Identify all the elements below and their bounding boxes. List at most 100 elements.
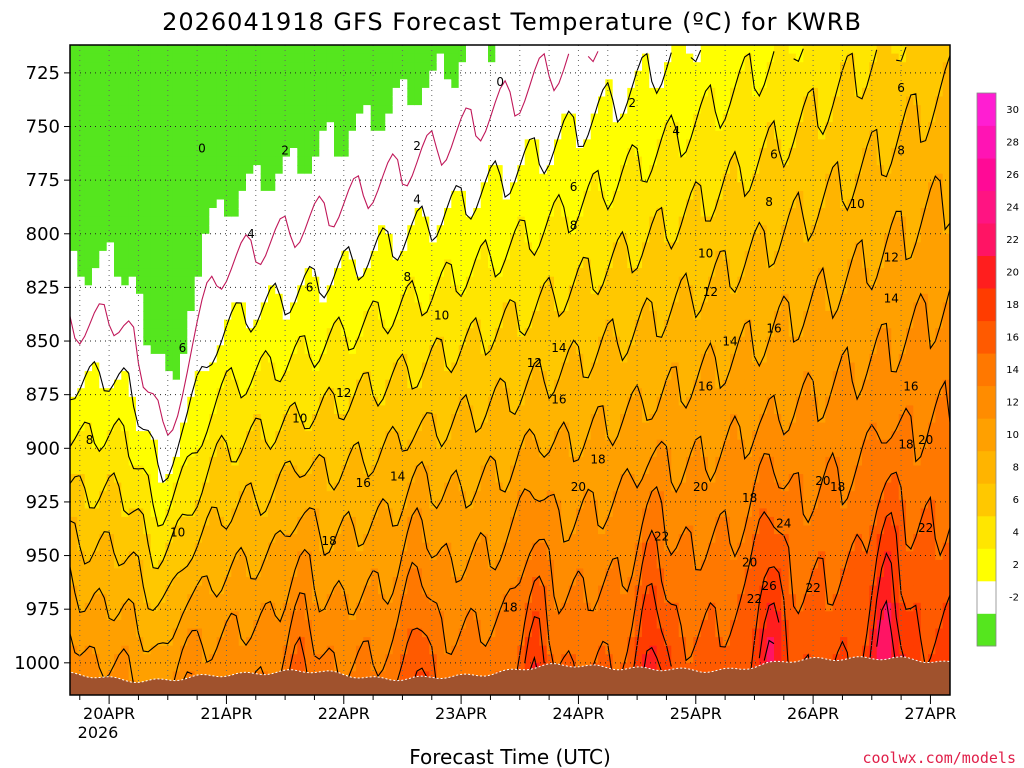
field-cell bbox=[451, 628, 460, 638]
field-cell bbox=[502, 285, 511, 295]
field-cell bbox=[458, 242, 467, 252]
field-cell bbox=[114, 87, 122, 98]
field-cell bbox=[260, 345, 269, 355]
field-cell bbox=[246, 173, 254, 183]
field-cell bbox=[319, 165, 328, 175]
field-cell bbox=[326, 250, 335, 261]
field-cell bbox=[356, 105, 364, 115]
field-cell bbox=[385, 585, 394, 595]
field-cell bbox=[150, 199, 159, 209]
field-cell bbox=[473, 353, 482, 364]
field-cell bbox=[209, 525, 218, 535]
field-cell bbox=[77, 62, 86, 72]
field-cell bbox=[429, 113, 438, 123]
field-cell bbox=[77, 156, 86, 166]
field-cell bbox=[546, 285, 555, 295]
field-cell bbox=[246, 491, 254, 501]
field-cell bbox=[473, 559, 482, 570]
field-cell bbox=[180, 405, 188, 415]
field-cell bbox=[524, 645, 533, 655]
field-cell bbox=[444, 182, 452, 192]
field-cell bbox=[150, 414, 159, 424]
field-cell bbox=[275, 233, 284, 243]
field-cell bbox=[128, 285, 137, 295]
field-cell bbox=[143, 353, 152, 364]
field-cell bbox=[488, 113, 496, 123]
field-cell bbox=[253, 259, 262, 269]
field-cell bbox=[392, 456, 401, 467]
field-cell bbox=[480, 285, 489, 295]
field-cell bbox=[216, 619, 225, 630]
field-cell bbox=[128, 225, 137, 235]
field-cell bbox=[150, 70, 159, 80]
field-cell bbox=[84, 190, 93, 201]
field-cell bbox=[363, 302, 372, 312]
field-cell bbox=[495, 259, 504, 269]
field-cell bbox=[334, 302, 342, 312]
field-cell bbox=[334, 225, 342, 235]
field-cell bbox=[253, 568, 262, 578]
field-cell bbox=[348, 551, 357, 561]
field-cell bbox=[392, 422, 401, 432]
field-cell bbox=[209, 130, 218, 140]
field-cell bbox=[84, 105, 93, 115]
field-cell bbox=[99, 53, 108, 63]
field-cell bbox=[165, 474, 174, 484]
field-cell bbox=[480, 250, 489, 261]
field-cell bbox=[370, 508, 379, 518]
field-cell bbox=[194, 156, 203, 166]
field-cell bbox=[194, 70, 203, 80]
field-cell bbox=[282, 577, 291, 587]
field-cell bbox=[246, 62, 254, 72]
field-cell bbox=[356, 190, 364, 201]
field-cell bbox=[488, 268, 496, 278]
field-cell bbox=[363, 113, 372, 123]
field-cell bbox=[70, 148, 78, 158]
field-cell bbox=[407, 225, 416, 235]
field-cell bbox=[231, 242, 240, 252]
field-cell bbox=[429, 259, 438, 269]
field-cell bbox=[392, 448, 401, 458]
field-cell bbox=[224, 577, 232, 587]
field-cell bbox=[194, 250, 203, 261]
field-cell bbox=[282, 45, 291, 55]
field-cell bbox=[77, 225, 86, 235]
field-cell bbox=[114, 113, 122, 123]
field-cell bbox=[275, 619, 284, 630]
field-cell bbox=[378, 302, 386, 312]
field-cell bbox=[473, 465, 482, 475]
field-cell bbox=[458, 336, 467, 346]
field-cell bbox=[84, 508, 93, 518]
field-cell bbox=[92, 87, 100, 98]
field-cell bbox=[319, 405, 328, 415]
field-cell bbox=[341, 456, 350, 467]
field-cell bbox=[238, 594, 247, 604]
field-cell bbox=[209, 353, 218, 364]
field-cell bbox=[510, 79, 518, 89]
field-cell bbox=[253, 422, 262, 432]
field-cell bbox=[444, 516, 452, 527]
field-cell bbox=[326, 276, 335, 286]
field-cell bbox=[275, 534, 284, 544]
field-cell bbox=[436, 508, 445, 518]
field-cell bbox=[260, 499, 269, 509]
field-cell bbox=[187, 362, 196, 372]
field-cell bbox=[385, 551, 394, 561]
field-cell bbox=[510, 577, 518, 587]
field-cell bbox=[312, 148, 320, 158]
field-cell bbox=[363, 628, 372, 638]
field-cell bbox=[334, 439, 342, 449]
field-cell bbox=[400, 336, 408, 346]
field-cell bbox=[84, 611, 93, 621]
field-cell bbox=[304, 345, 313, 355]
field-cell bbox=[290, 139, 298, 149]
field-cell bbox=[334, 491, 342, 501]
field-cell bbox=[143, 96, 152, 106]
field-cell bbox=[70, 250, 78, 261]
field-cell bbox=[202, 276, 210, 286]
field-cell bbox=[502, 491, 511, 501]
field-cell bbox=[268, 499, 276, 509]
field-cell bbox=[70, 602, 78, 612]
field-cell bbox=[466, 113, 474, 123]
field-cell bbox=[429, 105, 438, 115]
